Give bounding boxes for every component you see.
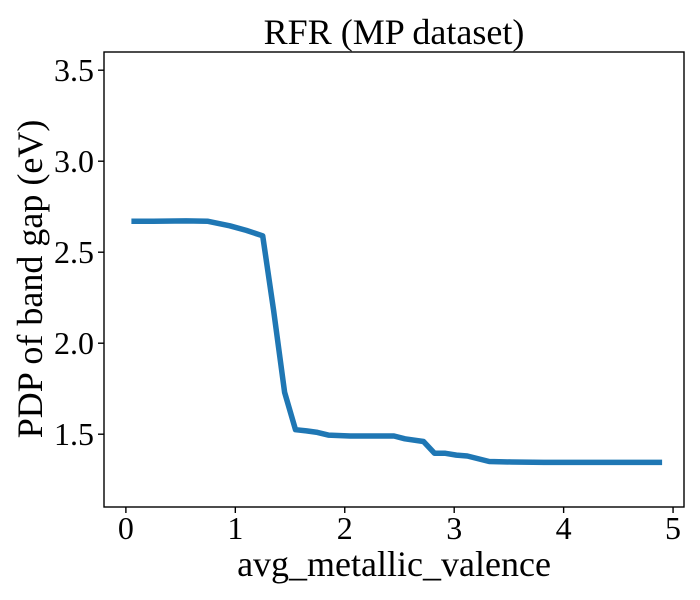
chart-title: RFR (MP dataset) [264,12,525,52]
plot-area [131,218,663,466]
y-tick-label: 2.5 [54,234,94,270]
y-axis-label: PDP of band gap (eV) [10,120,50,439]
y-axis-ticks: 1.5 2.0 2.5 3.0 3.5 [54,52,104,452]
x-tick-label: 5 [665,510,681,546]
y-tick-label: 1.5 [54,416,94,452]
x-tick-label: 2 [337,510,353,546]
y-tick-label: 3.0 [54,143,94,179]
x-tick-label: 3 [446,510,462,546]
x-tick-label: 4 [556,510,572,546]
x-axis-ticks: 0 1 2 3 4 5 [118,507,681,546]
x-axis-label: avg_metallic_valence [237,544,551,584]
series-line [131,218,663,466]
x-tick-label: 0 [118,510,134,546]
y-tick-label: 2.0 [54,325,94,361]
y-tick-label: 3.5 [54,52,94,88]
axes-frame [103,51,685,508]
x-tick-label: 1 [227,510,243,546]
